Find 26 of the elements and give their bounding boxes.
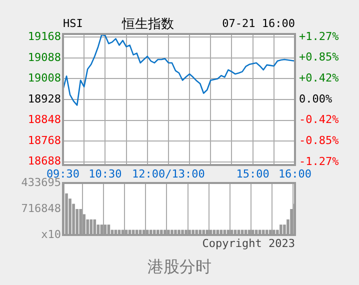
y-tick-label: 18768 <box>28 134 61 147</box>
text: 港股分时 <box>146 257 212 278</box>
y2-tick-label: +0.42% <box>299 72 340 85</box>
y2-tick-label: -0.85% <box>299 134 340 148</box>
y-tick-label: 18848 <box>28 113 61 126</box>
y-tick-label: 18688 <box>28 154 61 168</box>
text: Copyright 2023 <box>202 237 295 250</box>
y-tick-label: 18928 <box>28 92 61 106</box>
x-tick-label: 12:00/13:00 <box>132 167 205 180</box>
y2-tick-label: -1.27% <box>299 154 340 168</box>
x-tick-label: 10:30 <box>88 167 122 180</box>
y2-tick-label: 0.00% <box>299 92 332 106</box>
y2-tick-label: +0.85% <box>299 50 340 64</box>
x-tick-label: 16:00 <box>278 167 312 180</box>
y-tick-label: 19008 <box>28 72 61 85</box>
x-tick-label: 15:00 <box>236 167 270 180</box>
chart-title: 恒生指数 <box>122 16 174 33</box>
chart-subtitle: HSI <box>63 17 83 30</box>
text: 716848 <box>21 202 61 215</box>
y2-tick-label: +1.27% <box>299 30 340 43</box>
text: 433695 <box>21 176 61 189</box>
text: x10 <box>41 228 61 241</box>
y-tick-label: 19168 <box>28 30 61 43</box>
text: 07-21 16:00 <box>222 17 295 30</box>
y-tick-label: 19088 <box>28 50 61 64</box>
y2-tick-label: -0.42% <box>299 113 340 126</box>
